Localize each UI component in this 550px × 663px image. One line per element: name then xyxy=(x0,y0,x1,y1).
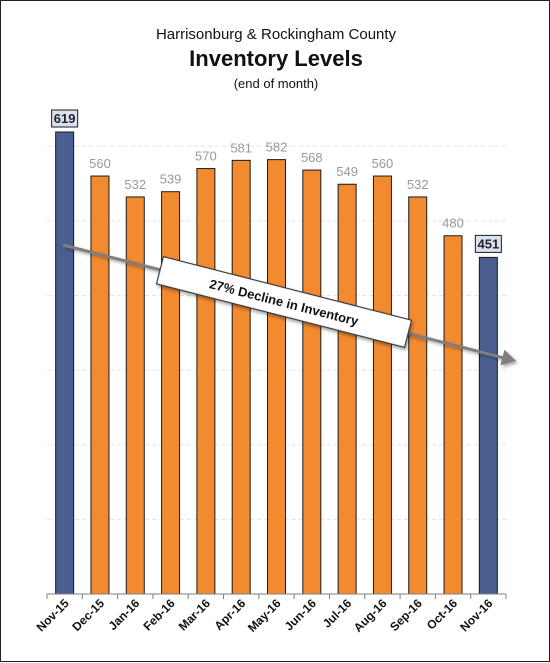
bar-apr-16 xyxy=(231,159,251,595)
value-label-sep-16: 532 xyxy=(407,177,429,192)
chart-period-subtitle: (end of month) xyxy=(233,76,319,91)
chart-location-subtitle: Harrisonburg & Rockingham County xyxy=(155,26,397,43)
tick-label-nov-16: Nov-16 xyxy=(457,596,495,634)
value-label-nov-16: 451 xyxy=(477,236,499,251)
value-label-aug-16: 560 xyxy=(372,156,394,171)
tick-label-feb-16: Feb-16 xyxy=(140,596,177,633)
value-label-jul-16: 549 xyxy=(336,164,358,179)
value-label-box-nov-15 xyxy=(51,109,79,128)
value-label-jan-16: 532 xyxy=(124,177,146,192)
tick-label-jan-16: Jan-16 xyxy=(106,596,143,633)
tick-label-sep-16: Sep-16 xyxy=(387,596,425,634)
value-label-feb-16: 539 xyxy=(160,172,182,187)
bar-feb-16 xyxy=(161,191,181,595)
value-label-apr-16: 581 xyxy=(230,140,252,155)
chart-title: Inventory Levels xyxy=(189,46,363,71)
bar-aug-16 xyxy=(372,175,392,595)
bar-mar-16 xyxy=(196,168,216,595)
value-label-box-nov-16 xyxy=(474,234,502,253)
value-label-jun-16: 568 xyxy=(301,150,323,165)
bars xyxy=(55,131,498,595)
tick-label-mar-16: Mar-16 xyxy=(176,596,213,633)
decline-arrow-head xyxy=(500,349,516,366)
value-label-may-16: 582 xyxy=(266,140,288,155)
decline-arrow: 27% Decline in Inventory xyxy=(62,243,516,366)
decline-annotation-box xyxy=(155,255,413,349)
value-labels: 619 560 532 539 570 581 582 568 549 560 532 480 451 xyxy=(51,109,502,253)
bar-jun-16 xyxy=(302,169,322,595)
tick-label-jun-16: Jun-16 xyxy=(282,596,319,633)
bar-may-16 xyxy=(267,159,286,595)
tick-label-nov-15: Nov-15 xyxy=(34,596,72,634)
tick-label-jul-16: Jul-16 xyxy=(320,596,355,631)
value-label-oct-16: 480 xyxy=(442,216,464,231)
bar-oct-16 xyxy=(443,235,463,595)
tick-label-oct-16: Oct-16 xyxy=(424,596,461,633)
tick-label-may-16: May-16 xyxy=(245,596,284,635)
x-tick-labels: Nov-15Dec-15Jan-16Feb-16Mar-16Apr-16May-… xyxy=(34,596,496,635)
value-label-dec-15: 560 xyxy=(89,156,111,171)
x-axis xyxy=(46,593,507,599)
bar-sep-16 xyxy=(408,196,428,595)
value-label-nov-15: 619 xyxy=(54,111,76,126)
bar-jan-16 xyxy=(125,196,145,595)
bar-nov-16 xyxy=(478,256,498,595)
value-label-mar-16: 570 xyxy=(195,149,217,164)
tick-label-apr-16: Apr-16 xyxy=(212,596,249,633)
bar-jul-16 xyxy=(337,183,357,595)
tick-label-dec-15: Dec-15 xyxy=(69,596,107,634)
bar-nov-15 xyxy=(55,131,75,595)
tick-label-aug-16: Aug-16 xyxy=(351,596,390,635)
bar-dec-15 xyxy=(90,175,110,595)
